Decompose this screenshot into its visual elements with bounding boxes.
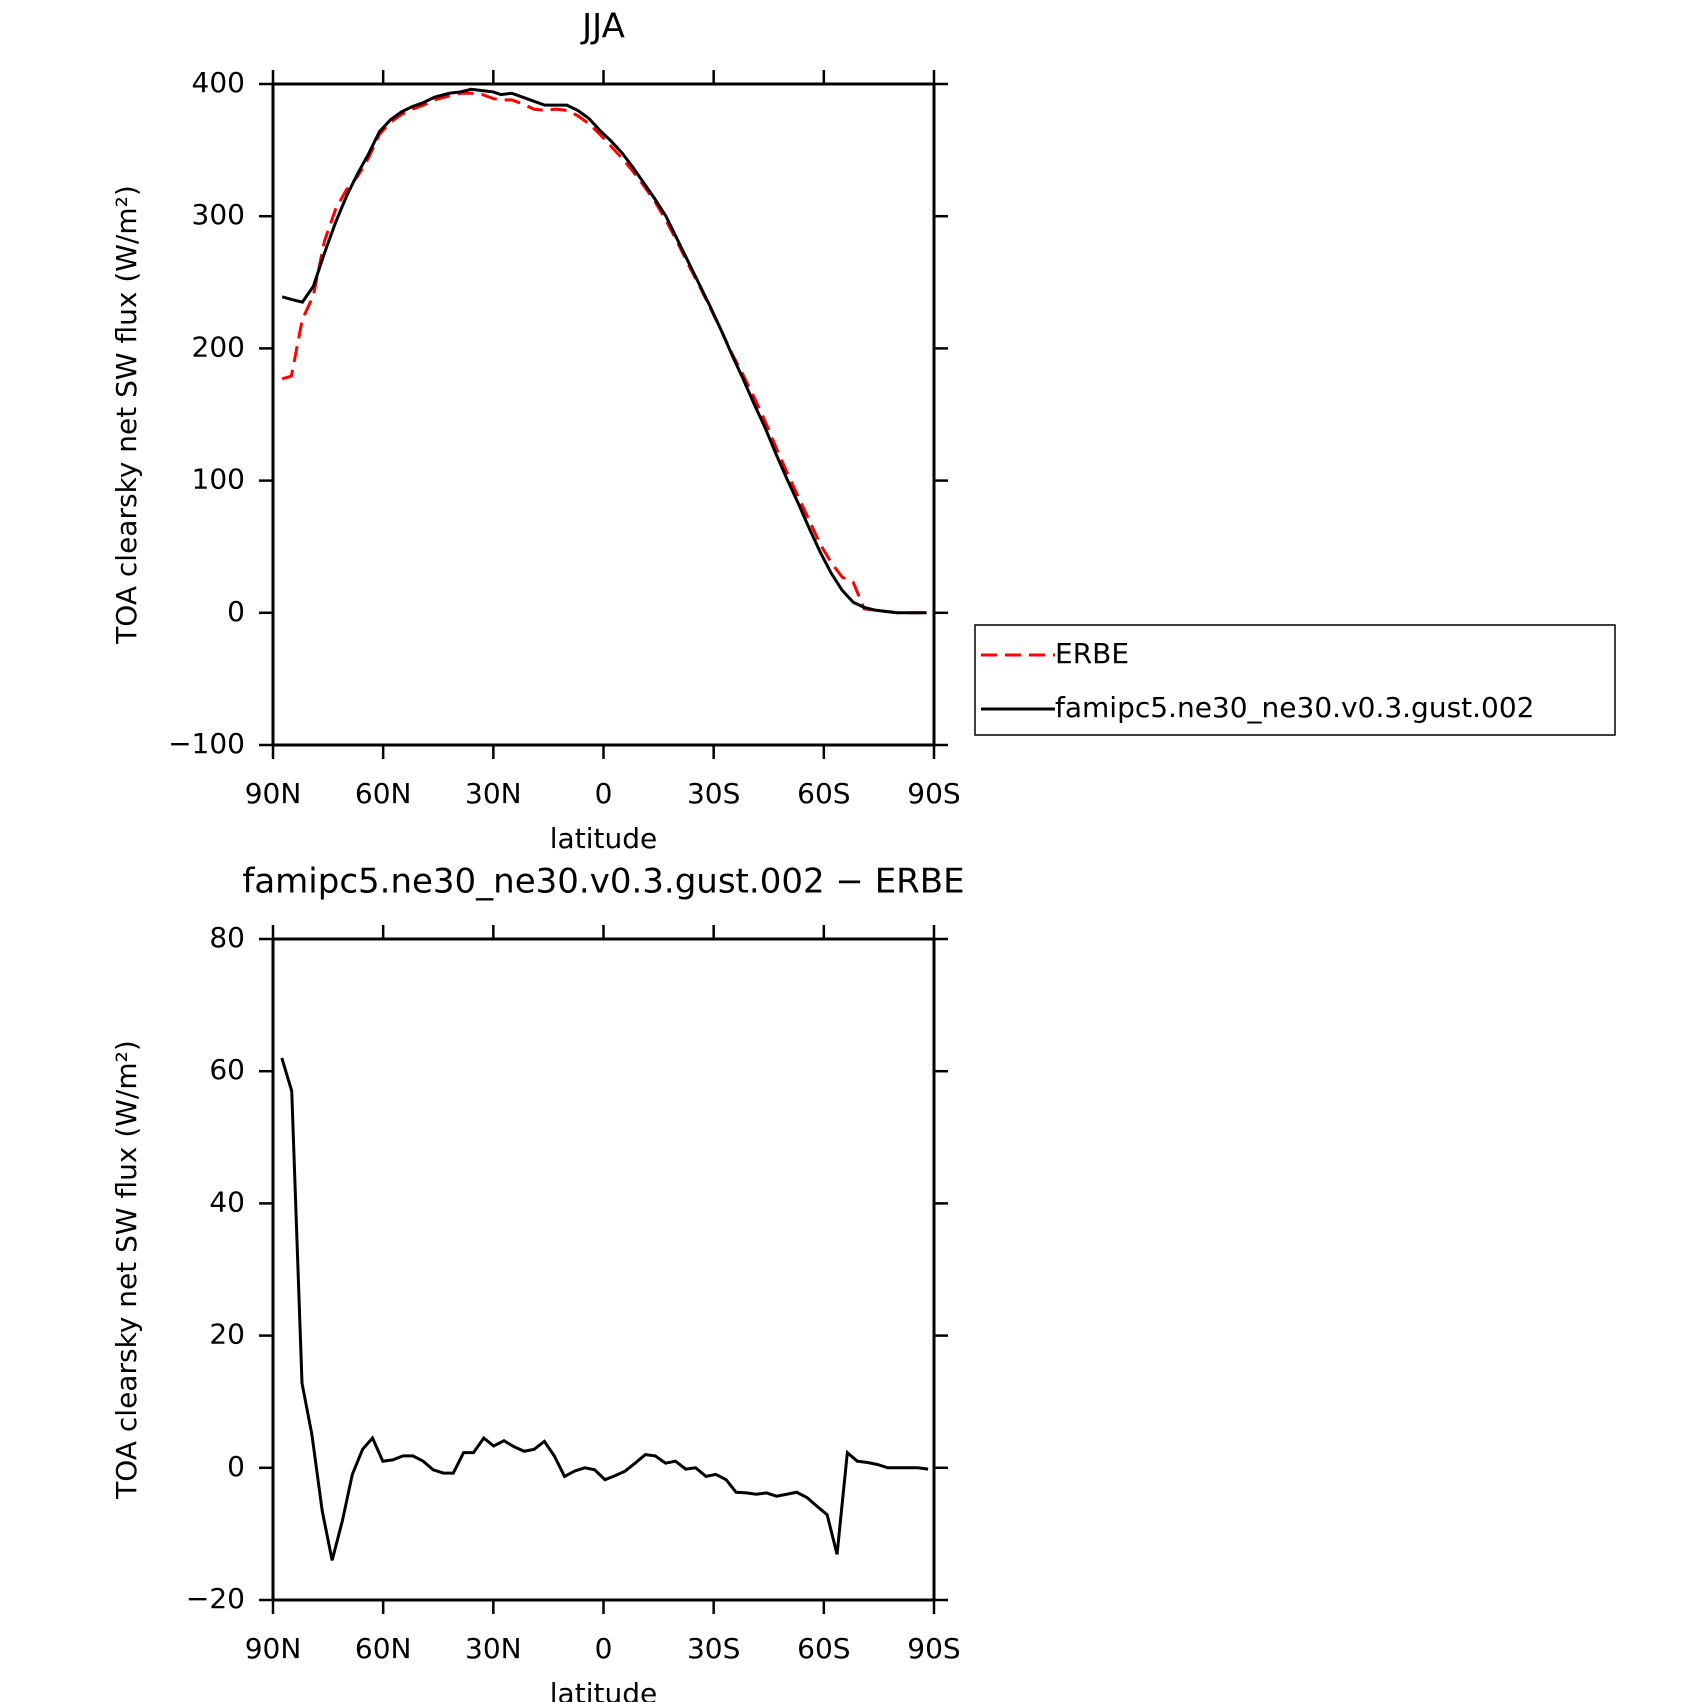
- data-line: [281, 87, 927, 615]
- x-tick-label: 30S: [687, 1632, 740, 1665]
- legend-label: ERBE: [1055, 637, 1129, 670]
- y-tick-label: −100: [168, 727, 245, 760]
- y-tick-label: 100: [192, 463, 245, 496]
- y-tick-label: 0: [227, 595, 245, 628]
- chart-title: famipc5.ne30_ne30.v0.3.gust.002 − ERBE: [242, 862, 964, 902]
- x-axis-label: latitude: [550, 822, 657, 855]
- y-axis-label: TOA clearsky net SW flux (W/m²): [110, 185, 143, 645]
- y-tick-label: 20: [209, 1318, 245, 1351]
- x-tick-label: 30S: [687, 777, 740, 810]
- data-line: [280, 1057, 929, 1561]
- x-tick-label: 30N: [465, 1632, 522, 1665]
- x-tick-label: 0: [595, 777, 613, 810]
- x-tick-label: 60N: [355, 777, 412, 810]
- y-tick-label: 400: [192, 66, 245, 99]
- x-tick-label: 60N: [355, 1632, 412, 1665]
- y-tick-label: 80: [209, 921, 245, 954]
- x-tick-label: 60S: [797, 777, 850, 810]
- x-tick-label: 90S: [907, 777, 960, 810]
- y-axis-label: TOA clearsky net SW flux (W/m²): [110, 1040, 143, 1500]
- data-line: [281, 91, 927, 615]
- y-tick-label: −20: [186, 1582, 245, 1615]
- y-tick-label: 300: [192, 198, 245, 231]
- y-tick-label: 40: [209, 1185, 245, 1218]
- x-tick-label: 90N: [245, 1632, 302, 1665]
- y-tick-label: 0: [227, 1450, 245, 1483]
- plot-frame: [271, 937, 936, 1602]
- legend-box: [974, 624, 1616, 736]
- x-axis-label: latitude: [550, 1677, 657, 1702]
- plot-frame: [271, 82, 936, 747]
- x-tick-label: 60S: [797, 1632, 850, 1665]
- x-tick-label: 0: [595, 1632, 613, 1665]
- x-tick-label: 30N: [465, 777, 522, 810]
- legend-label: famipc5.ne30_ne30.v0.3.gust.002: [1055, 691, 1535, 724]
- y-tick-label: 60: [209, 1053, 245, 1086]
- chart-title: JJA: [580, 7, 625, 47]
- y-tick-label: 200: [192, 330, 245, 363]
- x-tick-label: 90S: [907, 1632, 960, 1665]
- x-tick-label: 90N: [245, 777, 302, 810]
